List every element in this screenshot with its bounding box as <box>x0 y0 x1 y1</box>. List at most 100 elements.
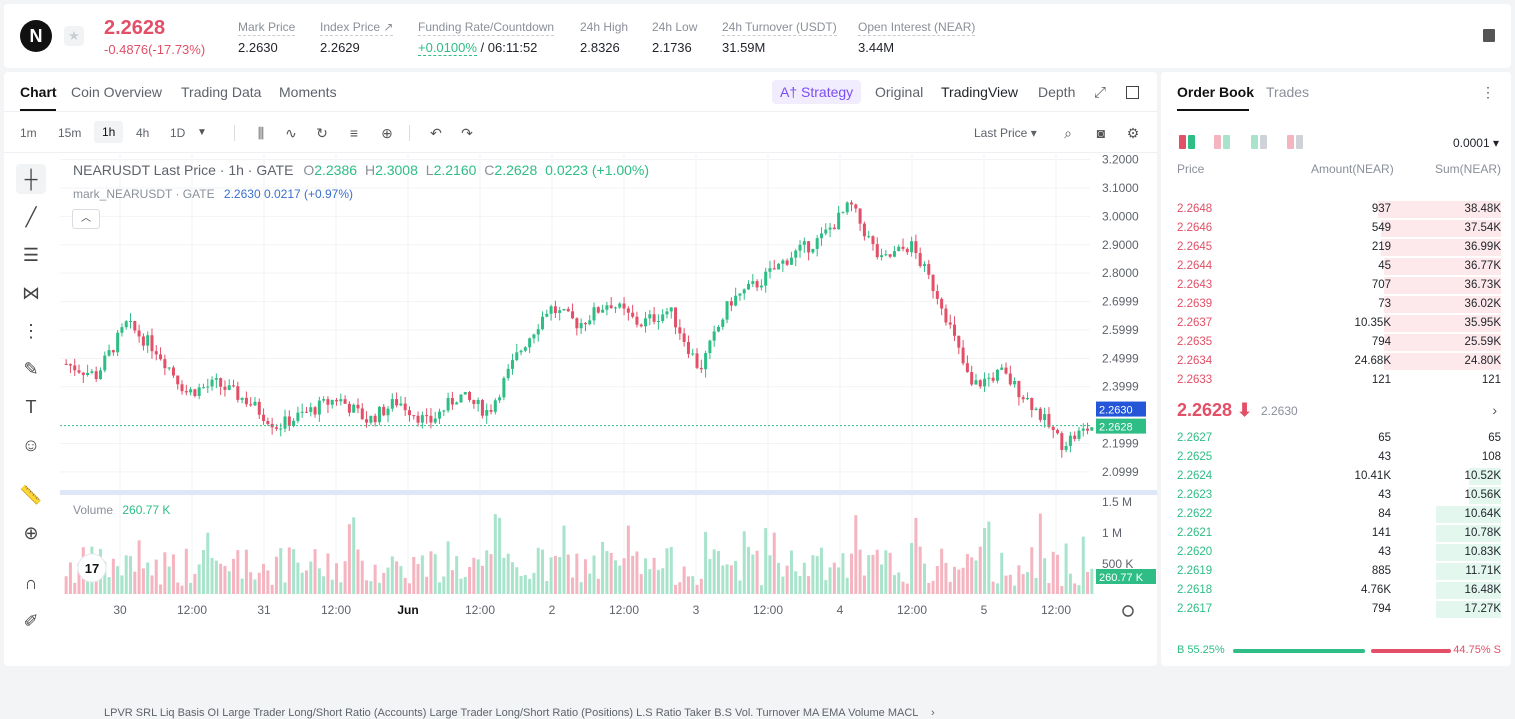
bid-row[interactable]: 2.2621 141 10.78K <box>1177 524 1501 543</box>
search-icon[interactable]: ⌕ <box>1064 125 1072 141</box>
layout-bids-icon[interactable] <box>1251 135 1267 149</box>
timeframe-dropdown-icon[interactable]: ▼ <box>197 127 207 138</box>
pencil-icon[interactable]: ✐ <box>23 611 39 631</box>
volume-bar <box>425 576 429 594</box>
bid-row[interactable]: 2.2620 43 10.83K <box>1177 543 1501 562</box>
price-chart[interactable]: 3.2000 3.1000 3.0000 2.9000 2.8000 2.6999 2.59… <box>60 153 1157 719</box>
tab-depth[interactable]: Depth <box>1038 84 1076 100</box>
candle-body <box>1000 367 1004 370</box>
timeframe-1h[interactable]: 1h <box>94 121 124 143</box>
candle-type-icon[interactable]: ⫼ <box>257 125 265 141</box>
timeframe-1m[interactable]: 1m <box>20 126 37 140</box>
window-icon[interactable] <box>1126 86 1139 99</box>
bid-row[interactable]: 2.2627 65 65 <box>1177 429 1501 448</box>
collapse-legend-button[interactable]: ︿ <box>72 209 100 229</box>
volume-bar <box>888 552 892 594</box>
layout-split-icon[interactable] <box>1214 135 1230 149</box>
chevron-right-icon[interactable]: › <box>931 707 935 719</box>
timeframe-4h[interactable]: 4h <box>136 126 150 140</box>
tab-coin-overview[interactable]: Coin Overview <box>71 84 163 100</box>
ask-row[interactable]: 2.2635 794 25.59K <box>1177 333 1501 352</box>
candle-body <box>480 400 484 416</box>
horizontal-lines-icon[interactable]: ☰ <box>22 245 40 265</box>
magnet-icon[interactable]: ∩ <box>24 573 38 593</box>
layout-both-icon[interactable] <box>1179 135 1195 149</box>
ask-row[interactable]: 2.2644 45 36.77K <box>1177 257 1501 276</box>
emoji-icon[interactable]: ☺ <box>21 435 41 455</box>
tab-order-book[interactable]: Order Book <box>1177 84 1255 100</box>
bid-row[interactable]: 2.2619 885 11.71K <box>1177 562 1501 581</box>
brush-icon[interactable]: ✎ <box>23 359 39 379</box>
bid-row[interactable]: 2.2624 10.41K 10.52K <box>1177 467 1501 486</box>
tick-size-select[interactable]: 0.0001 ▾ <box>1452 136 1499 150</box>
crosshair-icon[interactable]: ┼ <box>16 164 46 194</box>
candle-body <box>622 303 626 309</box>
time-axis-label: 31 <box>257 603 271 617</box>
ask-row[interactable]: 2.2637 10.35K 35.95K <box>1177 314 1501 333</box>
volume-bar <box>502 557 506 594</box>
candle-body <box>1081 428 1085 431</box>
candle-body <box>721 319 725 327</box>
strategy-button[interactable]: A† Strategy <box>772 80 862 104</box>
bid-row[interactable]: 2.2625 43 108 <box>1177 448 1501 467</box>
volume-bar <box>601 541 605 594</box>
add-alert-icon[interactable]: ⊕ <box>381 125 393 141</box>
favorite-star-icon[interactable]: ★ <box>64 26 84 46</box>
chevron-right-icon[interactable]: › <box>1492 402 1497 418</box>
book-icon[interactable] <box>1483 29 1495 42</box>
bid-row[interactable]: 2.2617 794 17.27K <box>1177 600 1501 619</box>
fib-icon[interactable]: ⋮ <box>22 321 40 341</box>
stat-index-price[interactable]: Index Price ↗ 2.2629 <box>320 18 394 55</box>
ask-row[interactable]: 2.2648 937 38.48K <box>1177 200 1501 219</box>
redo-icon[interactable]: ↷ <box>461 125 473 141</box>
timeframe-1d[interactable]: 1D <box>170 126 186 140</box>
undo-icon[interactable]: ↶ <box>430 125 442 141</box>
candle-body <box>875 244 879 258</box>
volume-bar <box>438 582 442 594</box>
camera-icon[interactable]: ◙ <box>1096 125 1106 141</box>
ask-row[interactable]: 2.2645 219 36.99K <box>1177 238 1501 257</box>
replay-icon[interactable]: ↻ <box>316 125 328 141</box>
time-axis-label: 3 <box>693 603 700 617</box>
layout-asks-icon[interactable] <box>1287 135 1303 149</box>
trend-line-icon[interactable]: ╱ <box>25 207 37 227</box>
bid-row[interactable]: 2.2623 43 10.56K <box>1177 486 1501 505</box>
expand-icon[interactable]: ⤢ <box>1094 84 1107 101</box>
depth-bar <box>1384 353 1501 370</box>
ask-row[interactable]: 2.2639 73 36.02K <box>1177 295 1501 314</box>
tab-original[interactable]: Original <box>875 84 924 100</box>
bid-row[interactable]: 2.2622 84 10.64K <box>1177 505 1501 524</box>
stat-open-interest[interactable]: Open Interest (NEAR) 3.44M <box>858 18 976 55</box>
time-axis-label: 2 <box>549 603 556 617</box>
zoom-in-icon[interactable]: ⊕ <box>23 523 39 543</box>
more-vertical-icon[interactable]: ⋮ <box>1481 84 1495 100</box>
tab-trades[interactable]: Trades <box>1266 84 1310 100</box>
pattern-icon[interactable]: ⋈ <box>22 283 40 303</box>
stat-24h-turnover[interactable]: 24h Turnover (USDT) 31.59M <box>722 18 837 55</box>
tab-chart[interactable]: Chart <box>20 84 57 100</box>
ask-row[interactable]: 2.2643 707 36.73K <box>1177 276 1501 295</box>
price-type-select[interactable]: Last Price ▾ <box>974 126 1037 140</box>
timeframe-15m[interactable]: 15m <box>58 126 82 140</box>
templates-icon[interactable]: ≡ <box>349 125 359 141</box>
indicator-list[interactable]: LPVR SRL Liq Basis OI Large Trader Long/… <box>104 707 918 719</box>
volume-bar <box>558 556 562 594</box>
indicator-bar[interactable]: LPVR SRL Liq Basis OI Large Trader Long/… <box>104 707 935 719</box>
settings-gear-icon[interactable]: ⚙ <box>1126 125 1140 141</box>
candle-body <box>463 392 467 395</box>
buy-ratio: B 55.25% <box>1177 644 1225 656</box>
tab-moments[interactable]: Moments <box>279 84 337 100</box>
tab-tradingview[interactable]: TradingView <box>941 84 1019 100</box>
text-icon[interactable]: T <box>25 397 37 417</box>
bid-row[interactable]: 2.2618 4.76K 16.48K <box>1177 581 1501 600</box>
ask-row[interactable]: 2.2634 24.68K 24.80K <box>1177 352 1501 371</box>
ask-row[interactable]: 2.2633 121 121 <box>1177 371 1501 390</box>
candle-body <box>712 331 716 341</box>
ruler-icon[interactable]: 📏 <box>19 485 43 505</box>
indicators-icon[interactable]: ∿ <box>285 125 297 141</box>
ask-row[interactable]: 2.2646 549 37.54K <box>1177 219 1501 238</box>
stat-mark-price[interactable]: Mark Price 2.2630 <box>238 18 296 55</box>
volume-bar <box>455 556 459 594</box>
stat-funding-rate[interactable]: Funding Rate/Countdown +0.0100% / 06:11:… <box>418 18 555 56</box>
tab-trading-data[interactable]: Trading Data <box>181 84 262 100</box>
